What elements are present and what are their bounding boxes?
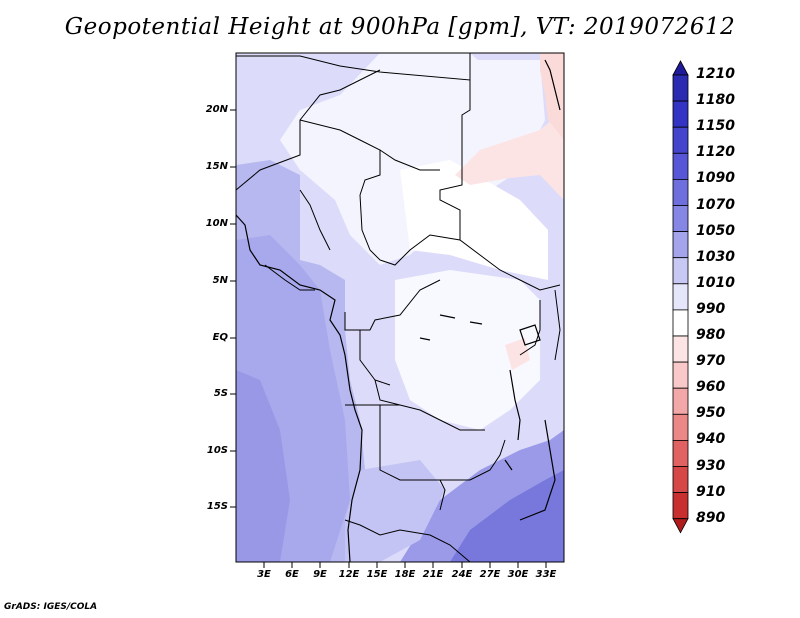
- region-se-deep: [450, 470, 564, 562]
- colorbar-level-label: 940: [696, 431, 726, 448]
- lon-label-33e: 33E: [535, 569, 557, 580]
- region-white-east: [400, 160, 548, 280]
- country-borders: [236, 53, 561, 562]
- region-south-light: [345, 460, 445, 562]
- lat-label-15s: 15S: [206, 501, 228, 512]
- colorbar-level-label: 1120: [696, 144, 735, 161]
- colorbar-swatch: [672, 257, 689, 285]
- colorbar-swatch: [672, 152, 689, 180]
- colorbar-swatch: [672, 361, 689, 389]
- lat-label-15n: 15N: [205, 161, 228, 172]
- colorbar-level-label: 1090: [696, 170, 735, 187]
- colorbar-level-label: 980: [696, 327, 726, 343]
- lon-label-3e: 3E: [257, 569, 271, 580]
- lon-label-9e: 9E: [313, 569, 327, 580]
- lat-label-20n: 20N: [205, 104, 228, 115]
- colorbar-swatch: [672, 466, 689, 494]
- lon-label-27e: 27E: [479, 569, 501, 580]
- region-white-north: [280, 53, 545, 265]
- colorbar-level-label: 960: [696, 379, 726, 396]
- region-pink-ne: [455, 110, 564, 200]
- lat-label-5n: 5N: [212, 275, 228, 286]
- colorbar-swatch: [672, 283, 689, 311]
- lon-label-18e: 18E: [394, 569, 416, 580]
- colorbar-swatch: [672, 178, 689, 206]
- colorbar-swatch: [672, 205, 689, 233]
- map-title: Geopotential Height at 900hPa [gpm], VT:…: [64, 14, 736, 40]
- colorbar-top-arrow: [672, 60, 689, 76]
- colorbar-swatch: [672, 100, 689, 128]
- colorbar-level-label: 930: [696, 457, 726, 474]
- colorbar-swatch: [672, 335, 689, 363]
- colorbar-level-label: 950: [696, 405, 726, 422]
- region-white-central: [395, 270, 540, 430]
- lon-label-15e: 15E: [366, 569, 388, 580]
- colorbar-level-label: 1050: [696, 222, 735, 239]
- region-pink-top: [540, 53, 564, 140]
- colorbar-swatch: [672, 439, 689, 467]
- colorbar-swatch: [672, 74, 689, 102]
- colorbar-level-label: 1180: [696, 92, 735, 109]
- colorbar-bottom-arrow: [672, 518, 689, 534]
- region-pink-lakes: [505, 338, 530, 370]
- region-ocean-deeper: [236, 370, 290, 562]
- colorbar-level-label: 1070: [696, 196, 735, 213]
- colorbar-swatch: [672, 387, 689, 415]
- coastline: [236, 59, 561, 562]
- axis-ticks: [230, 109, 547, 568]
- colorbar-level-label: 990: [696, 300, 726, 317]
- colorbar-level-label: 1030: [696, 248, 735, 265]
- lon-label-21e: 21E: [422, 569, 444, 580]
- lat-label-eq: EQ: [212, 332, 228, 343]
- colorbar-level-label: 1210: [696, 66, 735, 82]
- colorbar-level-label: 910: [696, 483, 726, 500]
- map-frame: [235, 52, 565, 563]
- lon-label-30e: 30E: [507, 569, 529, 580]
- lon-label-12e: 12E: [338, 569, 360, 580]
- colorbar: [672, 60, 689, 534]
- colorbar-level-label: 1150: [696, 118, 735, 135]
- lat-label-10n: 10N: [205, 218, 228, 229]
- colorbar-swatch: [672, 309, 689, 337]
- lat-label-10s: 10S: [206, 445, 228, 456]
- lon-label-24e: 24E: [451, 569, 473, 580]
- map-panel: [230, 52, 565, 568]
- colorbar-swatch: [672, 492, 689, 520]
- colorbar-swatch: [672, 413, 689, 441]
- colorbar-level-label: 970: [696, 353, 726, 370]
- colorbar-swatch: [672, 231, 689, 259]
- lat-label-5s: 5S: [213, 388, 228, 399]
- grads-credit: GrADS: IGES/COLA: [4, 602, 98, 612]
- lon-label-6e: 6E: [285, 569, 299, 580]
- colorbar-level-label: 890: [696, 509, 726, 526]
- colorbar-level-label: 1010: [696, 274, 735, 291]
- colorbar-swatch: [672, 126, 689, 154]
